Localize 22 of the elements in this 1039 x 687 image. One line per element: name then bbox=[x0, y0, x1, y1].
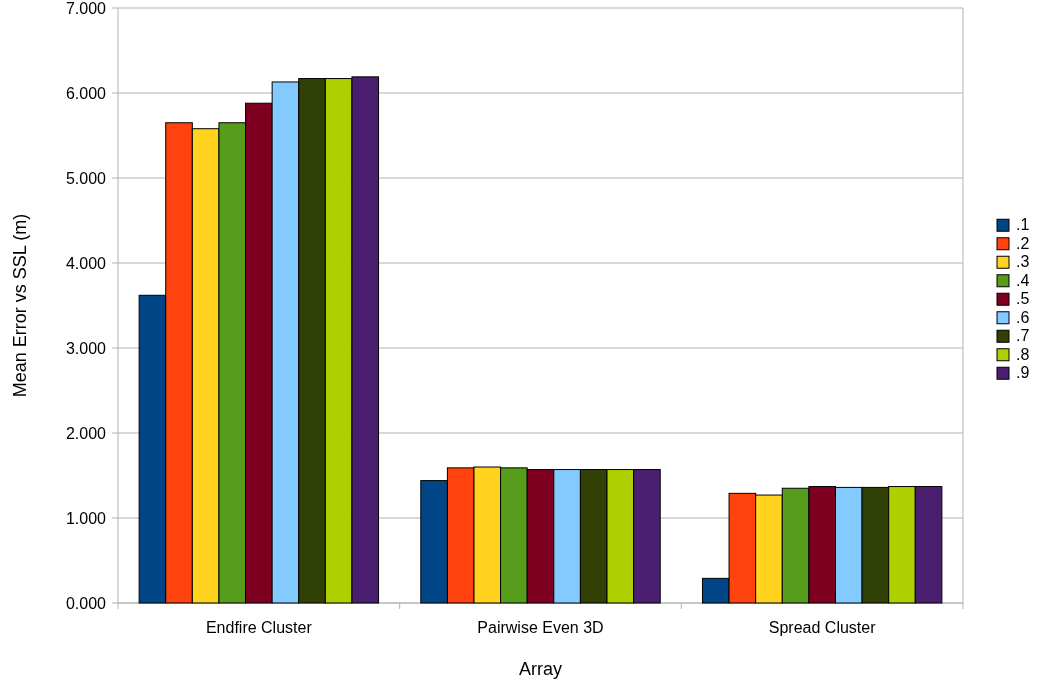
legend-label: .5 bbox=[1016, 290, 1030, 308]
y-tick-label: 4.000 bbox=[65, 254, 107, 272]
x-axis-title: Array bbox=[518, 659, 563, 679]
x-tick-label: Endfire Cluster bbox=[205, 619, 313, 636]
y-tick-label: 1.000 bbox=[65, 509, 107, 527]
x-tick-label: Pairwise Even 3D bbox=[477, 619, 604, 636]
y-tick-label: 5.000 bbox=[65, 169, 107, 187]
legend-label: .9 bbox=[1016, 364, 1030, 382]
y-tick-label: 0.000 bbox=[65, 594, 107, 612]
legend-label: .4 bbox=[1016, 271, 1030, 289]
legend-label: .6 bbox=[1016, 308, 1030, 326]
y-axis-title: Mean Error vs SSL (m) bbox=[10, 213, 30, 398]
y-tick-label: 3.000 bbox=[65, 339, 107, 357]
legend-label: .7 bbox=[1016, 327, 1030, 345]
y-tick-label: 2.000 bbox=[65, 424, 107, 442]
legend-label: .1 bbox=[1016, 216, 1030, 234]
legend-label: .2 bbox=[1016, 234, 1030, 252]
y-tick-label: 7.000 bbox=[65, 0, 107, 17]
legend-label: .8 bbox=[1016, 345, 1030, 363]
legend-label: .3 bbox=[1016, 253, 1030, 271]
x-tick-label: Spread Cluster bbox=[768, 619, 877, 636]
y-tick-label: 6.000 bbox=[65, 84, 107, 102]
